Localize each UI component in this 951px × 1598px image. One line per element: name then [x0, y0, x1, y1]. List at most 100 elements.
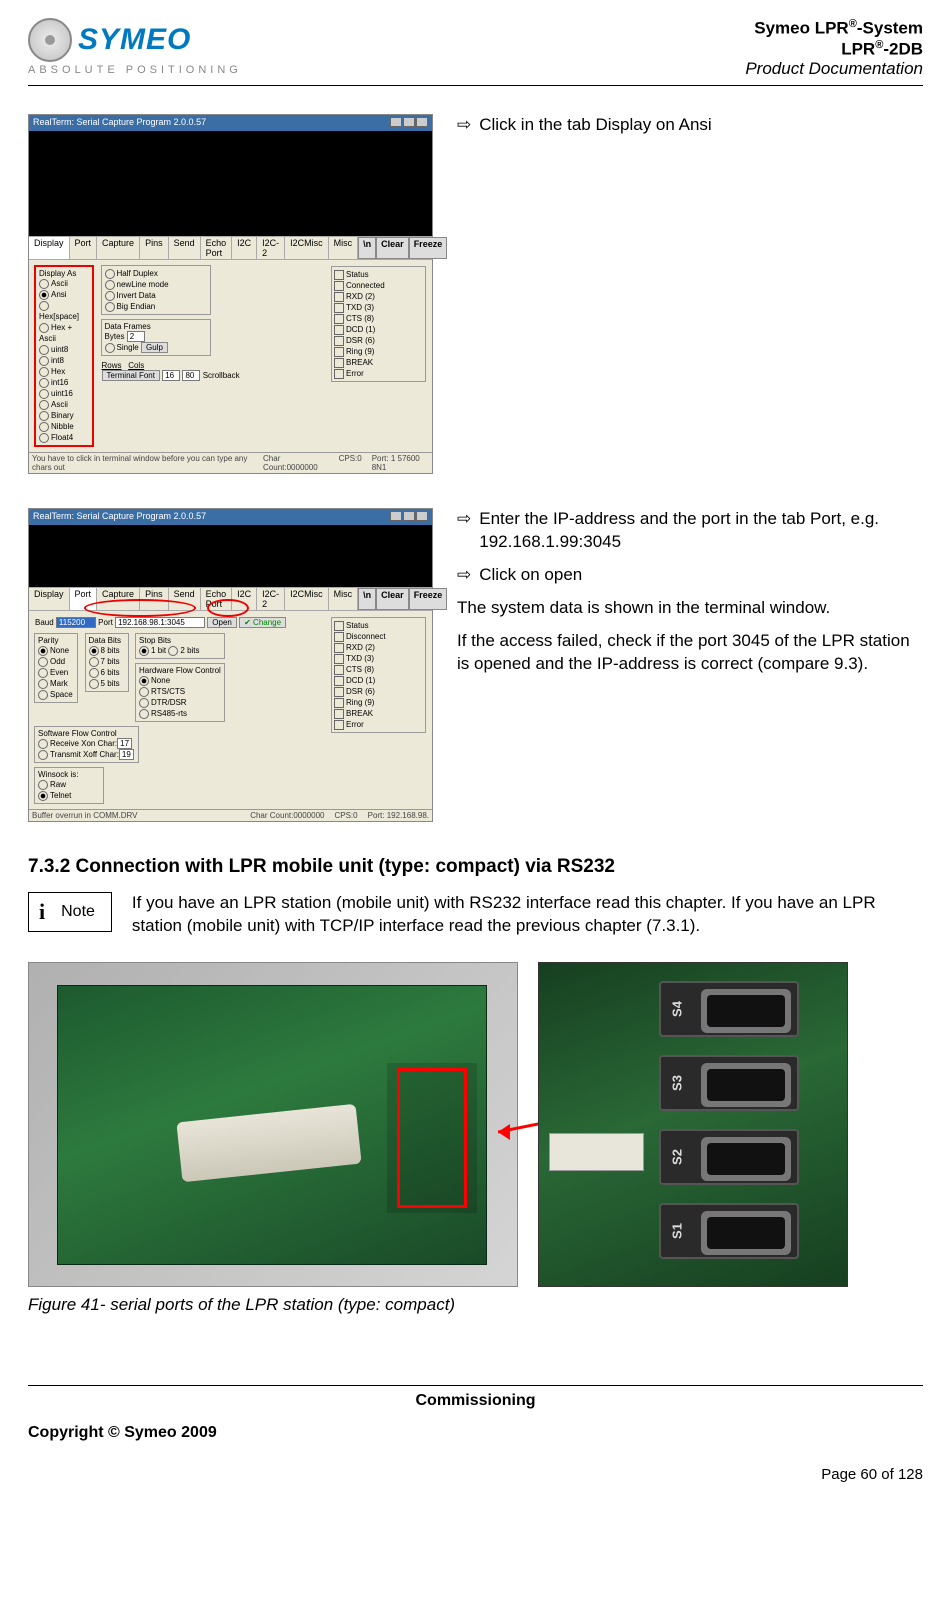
opt-parity-space[interactable]: Space	[38, 689, 74, 700]
chk-recvxon[interactable]: Receive Xon Char:	[38, 739, 117, 748]
tab-i2c2[interactable]: I2C-2	[257, 588, 285, 610]
chk-bigendian[interactable]: Big Endian	[105, 301, 207, 312]
opt-parity-none[interactable]: None	[38, 645, 74, 656]
status-item: TXD (3)	[334, 302, 423, 313]
group-swflow: Software Flow Control Receive Xon Char:1…	[34, 726, 139, 763]
logo-subtitle: ABSOLUTE POSITIONING	[28, 64, 242, 76]
tab-i2cmisc[interactable]: I2CMisc	[285, 237, 329, 259]
instructions-block2: ⇨ Enter the IP-address and the port in t…	[457, 508, 923, 676]
opt-float4[interactable]: Float4	[39, 432, 89, 443]
opt-hexspace[interactable]: Hex[space]	[39, 300, 89, 322]
logo-icon	[28, 18, 72, 62]
instr-text: Enter the IP-address and the port in the…	[479, 508, 923, 554]
tab-pins[interactable]: Pins	[140, 237, 169, 259]
tab-misc[interactable]: Misc	[329, 588, 359, 610]
opt-hexascii[interactable]: Hex + Ascii	[39, 322, 89, 344]
tab-display[interactable]: Display	[29, 237, 70, 259]
hdr-line1b: -System	[857, 19, 923, 38]
status-item: CTS (8)	[334, 313, 423, 324]
note-label: Note	[61, 903, 95, 921]
opt-telnet[interactable]: Telnet	[38, 790, 100, 801]
tab-i2c2[interactable]: I2C-2	[257, 237, 285, 259]
note-box: i Note	[28, 892, 112, 932]
opt-ansi[interactable]: Ansi	[39, 289, 89, 300]
opt-db-6[interactable]: 6 bits	[89, 667, 125, 678]
opt-int8[interactable]: int8	[39, 355, 89, 366]
opt-db-8[interactable]: 8 bits	[89, 645, 125, 656]
chk-newline[interactable]: newLine mode	[105, 279, 207, 290]
port-label: S3	[669, 1075, 684, 1091]
btn-freeze[interactable]: Freeze	[409, 237, 448, 259]
btn-clear[interactable]: Clear	[376, 237, 409, 259]
header-right: Symeo LPR®-System LPR®-2DB Product Docum…	[745, 18, 923, 79]
opt-hw-rtscts[interactable]: RTS/CTS	[139, 686, 221, 697]
tab-port[interactable]: Port	[70, 237, 98, 259]
btn-clear[interactable]: Clear	[376, 588, 409, 610]
input-xoff[interactable]: 19	[119, 749, 134, 760]
chk-transxoff[interactable]: Transmit Xoff Char:	[38, 750, 119, 759]
chk-halfduplex[interactable]: Half Duplex	[105, 268, 207, 279]
opt-sb-1[interactable]: 1 bit	[139, 646, 166, 655]
input-bytes[interactable]: 2	[127, 331, 145, 342]
btn-newline[interactable]: \n	[358, 588, 376, 610]
lbl-baud: Baud	[35, 618, 54, 627]
tab-capture[interactable]: Capture	[97, 237, 140, 259]
input-baud[interactable]: 115200	[56, 617, 96, 628]
input-cols[interactable]: 80	[182, 370, 200, 381]
opt-sb-2[interactable]: 2 bits	[168, 646, 199, 655]
logo-text: SYMEO	[78, 23, 191, 57]
opt-nibble[interactable]: Nibble	[39, 421, 89, 432]
opt-hw-none[interactable]: None	[139, 675, 221, 686]
tab-send[interactable]: Send	[169, 237, 201, 259]
opt-hw-rs485[interactable]: RS485-rts	[139, 708, 221, 719]
opt-uint16[interactable]: uint16	[39, 388, 89, 399]
serial-port-s3: S3	[659, 1055, 799, 1111]
tab-i2c[interactable]: I2C	[232, 237, 257, 259]
opt-raw[interactable]: Raw	[38, 779, 100, 790]
opt-db-5[interactable]: 5 bits	[89, 678, 125, 689]
opt-binary[interactable]: Binary	[39, 410, 89, 421]
opt-parity-even[interactable]: Even	[38, 667, 74, 678]
opt-parity-mark[interactable]: Mark	[38, 678, 74, 689]
group-parity: Parity None Odd Even Mark Space	[34, 633, 78, 703]
status-panel: Status Disconnect RXD (2) TXD (3) CTS (8…	[331, 617, 426, 733]
sb-cps: CPS:0	[334, 811, 357, 820]
btn-gulp[interactable]: Gulp	[141, 342, 168, 353]
tab-display[interactable]: Display	[29, 588, 70, 610]
btn-freeze[interactable]: Freeze	[409, 588, 448, 610]
sb-charcount: Char Count:0000000	[263, 454, 329, 472]
opt-parity-odd[interactable]: Odd	[38, 656, 74, 667]
serial-port-s2: S2	[659, 1129, 799, 1185]
tab-misc[interactable]: Misc	[329, 237, 359, 259]
opt-ascii2[interactable]: Ascii	[39, 399, 89, 410]
input-xon[interactable]: 17	[117, 738, 132, 749]
tab-echoport[interactable]: Echo Port	[201, 237, 233, 259]
btn-terminalfont[interactable]: Terminal Font	[102, 370, 160, 381]
block-port-tab: RealTerm: Serial Capture Program 2.0.0.5…	[28, 508, 923, 822]
input-rows[interactable]: 16	[162, 370, 180, 381]
btn-change[interactable]: ✔ Change	[239, 617, 286, 628]
opt-hex[interactable]: Hex	[39, 366, 89, 377]
opt-int16[interactable]: int16	[39, 377, 89, 388]
instr-para: If the access failed, check if the port …	[457, 630, 923, 676]
tab-bar: Display Port Capture Pins Send Echo Port…	[29, 236, 432, 260]
screenshot-display: RealTerm: Serial Capture Program 2.0.0.5…	[28, 114, 433, 474]
btn-open[interactable]: Open	[207, 617, 237, 628]
chk-single[interactable]: Single	[105, 343, 139, 352]
group-title: Winsock is:	[38, 770, 100, 779]
chk-invert[interactable]: Invert Data	[105, 290, 207, 301]
opt-uint8[interactable]: uint8	[39, 344, 89, 355]
opt-hw-dtrdsr[interactable]: DTR/DSR	[139, 697, 221, 708]
footer-separator	[28, 1385, 923, 1386]
terminal-area	[29, 131, 432, 236]
tab-i2cmisc[interactable]: I2CMisc	[285, 588, 329, 610]
panel-port: Status Disconnect RXD (2) TXD (3) CTS (8…	[29, 611, 432, 809]
screenshot-port: RealTerm: Serial Capture Program 2.0.0.5…	[28, 508, 433, 822]
opt-db-7[interactable]: 7 bits	[89, 656, 125, 667]
instr-para: The system data is shown in the terminal…	[457, 597, 923, 620]
input-port[interactable]: 192.168.98.1:3045	[115, 617, 205, 628]
opt-ascii[interactable]: Ascii	[39, 278, 89, 289]
chk-scrollback[interactable]: Scrollback	[203, 371, 240, 380]
btn-newline[interactable]: \n	[358, 237, 376, 259]
serial-port-s4: S4	[659, 981, 799, 1037]
